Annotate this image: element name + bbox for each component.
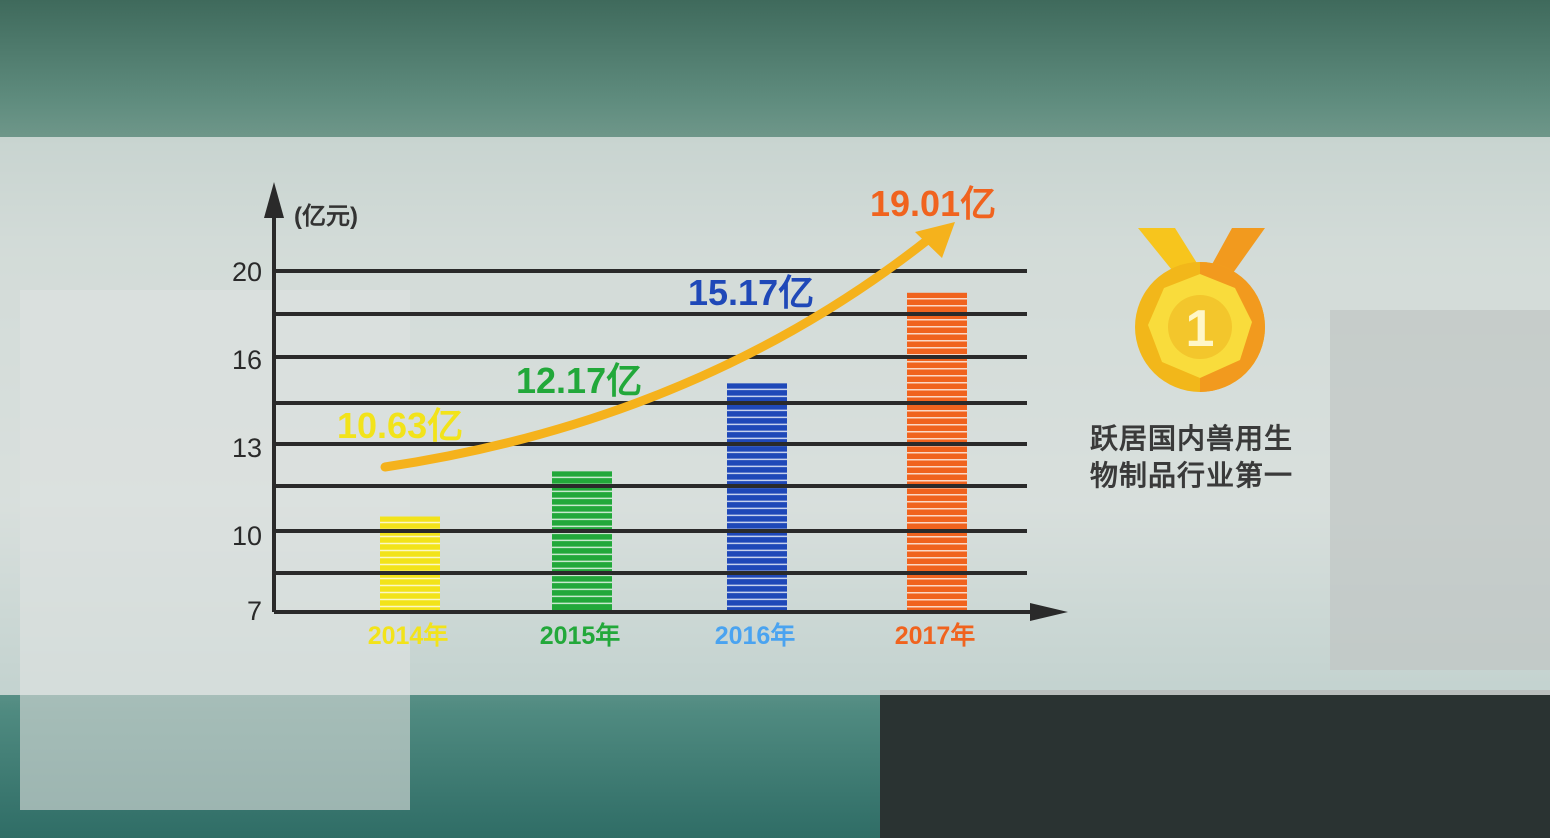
data-label: 12.17亿 xyxy=(516,360,642,401)
y-tick-label: 7 xyxy=(247,596,262,626)
bar-2016年 xyxy=(727,383,787,610)
caption-line-2: 物制品行业第一 xyxy=(1090,460,1294,491)
x-tick-label: 2016年 xyxy=(715,621,796,650)
x-tick-label: 2014年 xyxy=(368,621,449,650)
background-desk xyxy=(880,690,1550,838)
y-tick-label: 16 xyxy=(232,345,262,375)
x-tick-label: 2015年 xyxy=(540,621,621,650)
x-axis-arrow-icon xyxy=(1030,603,1068,621)
y-axis-arrow-icon xyxy=(264,182,284,218)
bar-2015年 xyxy=(552,471,612,610)
data-label: 19.01亿 xyxy=(870,183,996,224)
trend-arrow xyxy=(380,233,935,472)
y-tick-label: 10 xyxy=(232,521,262,551)
y-tick-label: 13 xyxy=(232,433,262,463)
y-axis-unit-label: (亿元) xyxy=(294,203,358,230)
x-tick-label: 2017年 xyxy=(895,621,976,650)
y-tick-label: 20 xyxy=(232,257,262,287)
gold-medal-icon: 1 xyxy=(1135,228,1265,392)
caption-line-1: 跃居国内兽用生 xyxy=(1090,423,1294,454)
bar-2017年 xyxy=(907,292,967,610)
achievement-caption: 跃居国内兽用生 物制品行业第一 xyxy=(1090,420,1330,494)
data-label: 10.63亿 xyxy=(337,405,463,446)
medal-rank-text: 1 xyxy=(1186,300,1215,358)
trend-arrow-head-icon xyxy=(915,222,955,258)
data-label: 15.17亿 xyxy=(688,272,814,313)
